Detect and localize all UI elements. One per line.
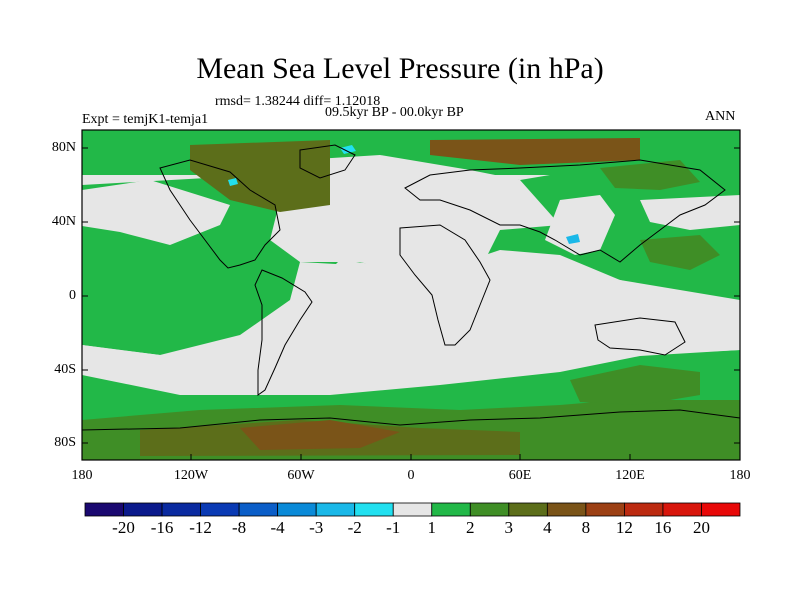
lon-label-180e: 180 xyxy=(729,468,751,483)
rmsd-diff-stats: rmsd= 1.38244 diff= 1.12018 xyxy=(215,94,381,109)
colorbar-label: -8 xyxy=(232,518,247,537)
pressure-field xyxy=(82,130,740,460)
colorbar-label: -2 xyxy=(347,518,362,537)
colorbar-box xyxy=(84,502,124,517)
period-label: 09.5kyr BP - 00.0kyr BP xyxy=(325,105,464,120)
colorbar-label: -16 xyxy=(150,518,174,537)
lat-label-40s: 40S xyxy=(54,362,76,377)
lon-label-60w: 60W xyxy=(287,468,315,483)
colorbar-box xyxy=(161,502,201,517)
colorbar-label: 20 xyxy=(693,518,710,537)
axis-ticks xyxy=(81,147,741,460)
colorbar xyxy=(84,502,741,517)
colorbar-label: -3 xyxy=(309,518,324,537)
colorbar-label: 12 xyxy=(615,518,633,537)
colorbar-box xyxy=(392,502,433,517)
colorbar-label: 4 xyxy=(543,518,552,537)
colorbar-label: 1 xyxy=(427,518,437,537)
colorbar-label: -20 xyxy=(112,518,135,537)
experiment-label: Expt = temjK1-temja1 xyxy=(82,112,209,127)
colorbar-box xyxy=(315,502,356,517)
colorbar-box xyxy=(354,502,394,517)
lat-label-40n: 40N xyxy=(51,214,76,229)
lat-label-80n: 80N xyxy=(51,140,76,155)
colorbar-label: -1 xyxy=(386,518,401,537)
colorbar-box xyxy=(662,502,702,517)
colorbar-label: -4 xyxy=(270,518,285,537)
colorbar-box xyxy=(431,502,471,517)
coastlines xyxy=(82,144,740,431)
lat-label-80s: 80S xyxy=(54,435,76,450)
map-title: Mean Sea Level Pressure (in hPa) xyxy=(196,52,604,85)
lon-label-60e: 60E xyxy=(508,468,532,483)
colorbar-label: 3 xyxy=(504,518,514,537)
lon-label-180w: 180 xyxy=(71,468,93,483)
colorbar-label: 2 xyxy=(466,518,475,537)
lon-label-120e: 120E xyxy=(615,468,645,483)
season-label: ANN xyxy=(705,109,736,124)
colorbar-box xyxy=(546,502,587,517)
colorbar-box xyxy=(200,502,240,517)
colorbar-box xyxy=(238,502,279,517)
lat-label-0: 0 xyxy=(69,288,76,303)
colorbar-box xyxy=(624,502,664,517)
colorbar-box xyxy=(508,502,548,517)
colorbar-box xyxy=(585,502,625,517)
lon-label-120w: 120W xyxy=(173,468,209,483)
colorbar-box xyxy=(701,502,741,517)
colorbar-label: -12 xyxy=(189,518,212,537)
colorbar-label: 16 xyxy=(654,518,672,537)
lon-label-0: 0 xyxy=(407,468,415,483)
colorbar-box xyxy=(469,502,510,517)
colorbar-box xyxy=(123,502,163,517)
colorbar-label: 8 xyxy=(581,518,591,537)
colorbar-box xyxy=(277,502,317,517)
